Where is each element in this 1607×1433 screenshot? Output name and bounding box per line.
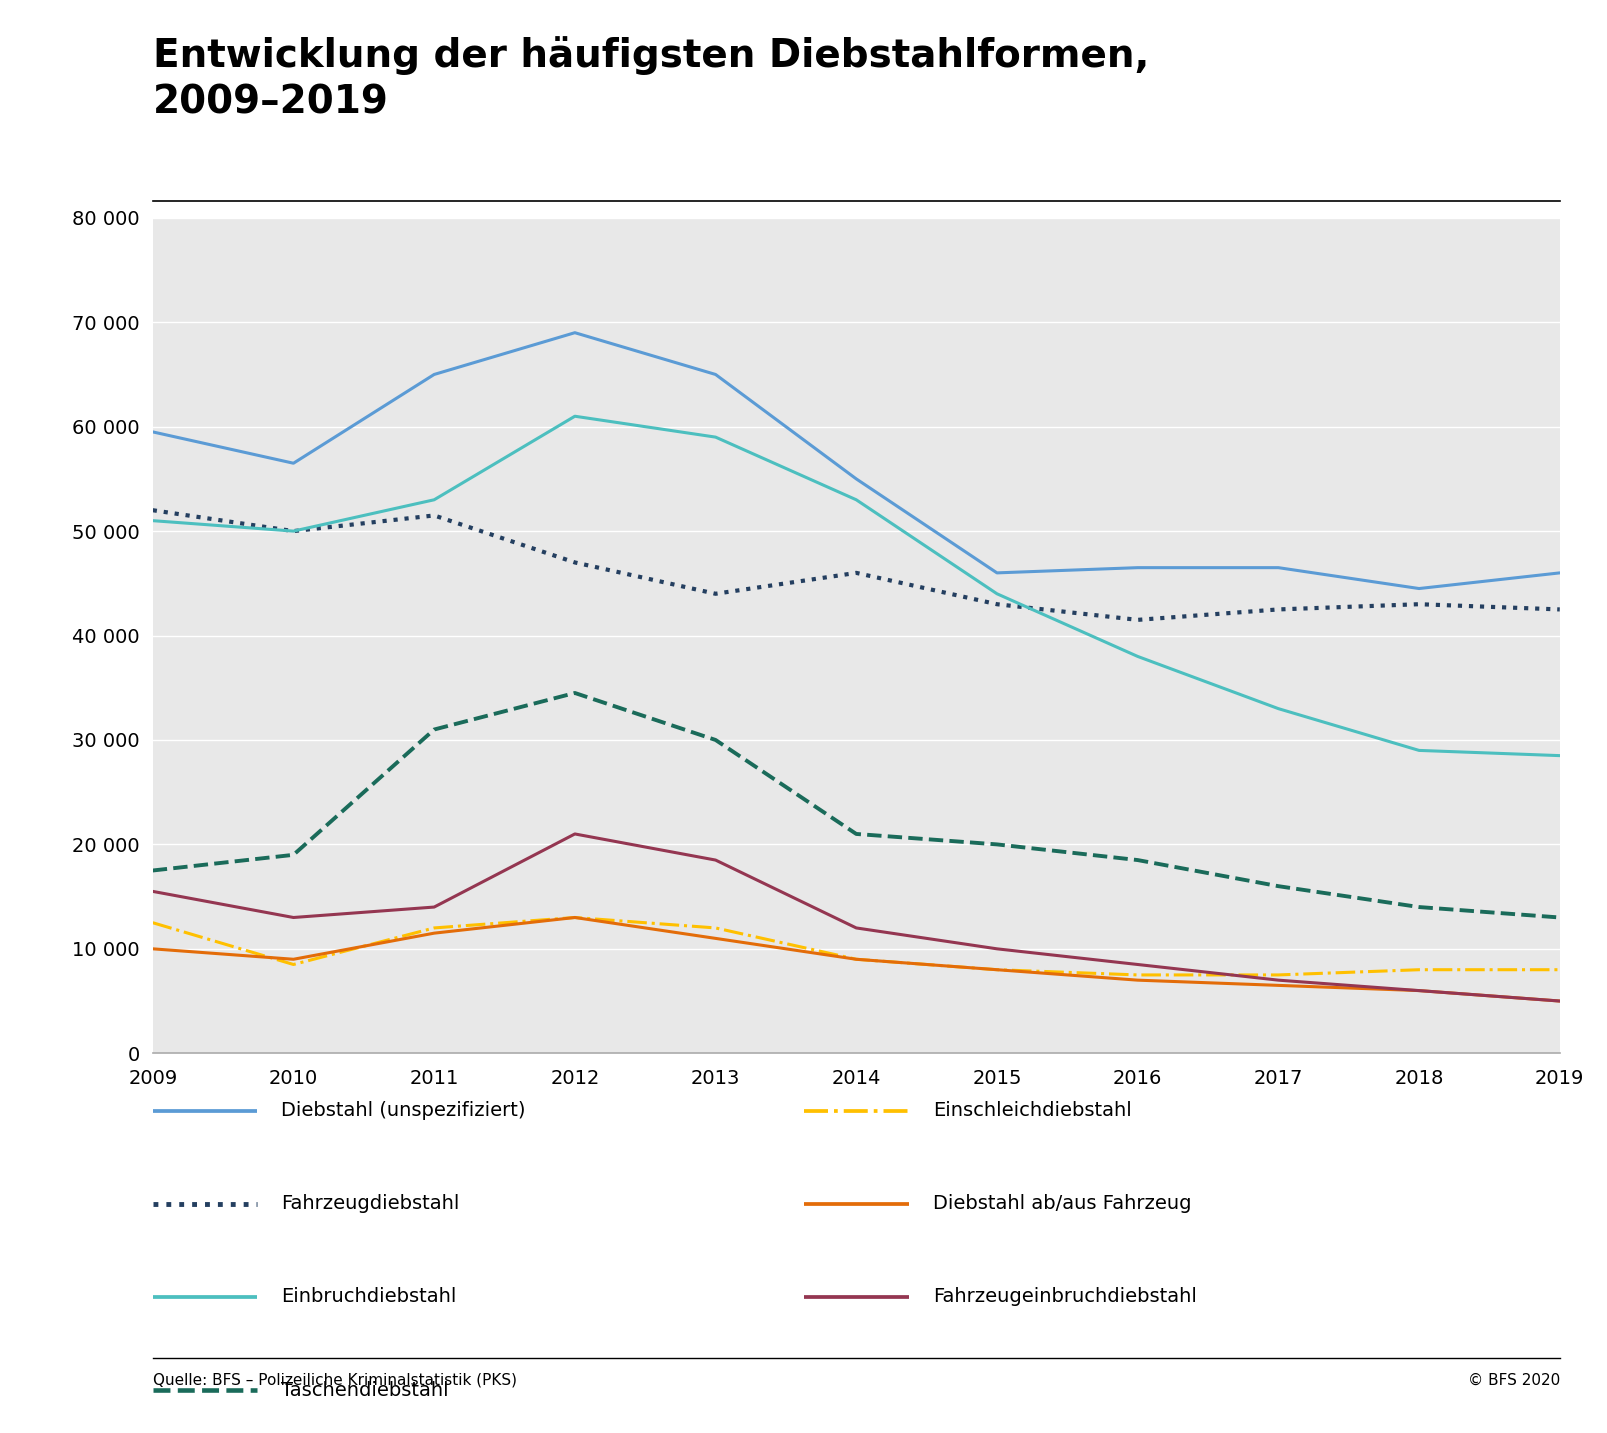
Text: Fahrzeugeinbruchdiebstahl: Fahrzeugeinbruchdiebstahl: [932, 1287, 1196, 1307]
Text: Einbruchdiebstahl: Einbruchdiebstahl: [281, 1287, 456, 1307]
Text: Einschleichdiebstahl: Einschleichdiebstahl: [932, 1101, 1131, 1121]
Text: Diebstahl (unspezifiziert): Diebstahl (unspezifiziert): [281, 1101, 525, 1121]
Text: Fahrzeugdiebstahl: Fahrzeugdiebstahl: [281, 1194, 460, 1214]
Text: © BFS 2020: © BFS 2020: [1467, 1373, 1559, 1387]
Text: Quelle: BFS – Polizeiliche Kriminalstatistik (PKS): Quelle: BFS – Polizeiliche Kriminalstati…: [153, 1373, 516, 1387]
Text: Diebstahl ab/aus Fahrzeug: Diebstahl ab/aus Fahrzeug: [932, 1194, 1191, 1214]
Text: Taschendiebstahl: Taschendiebstahl: [281, 1380, 448, 1400]
Text: Entwicklung der häufigsten Diebstahlformen,
2009–2019: Entwicklung der häufigsten Diebstahlform…: [153, 36, 1149, 122]
